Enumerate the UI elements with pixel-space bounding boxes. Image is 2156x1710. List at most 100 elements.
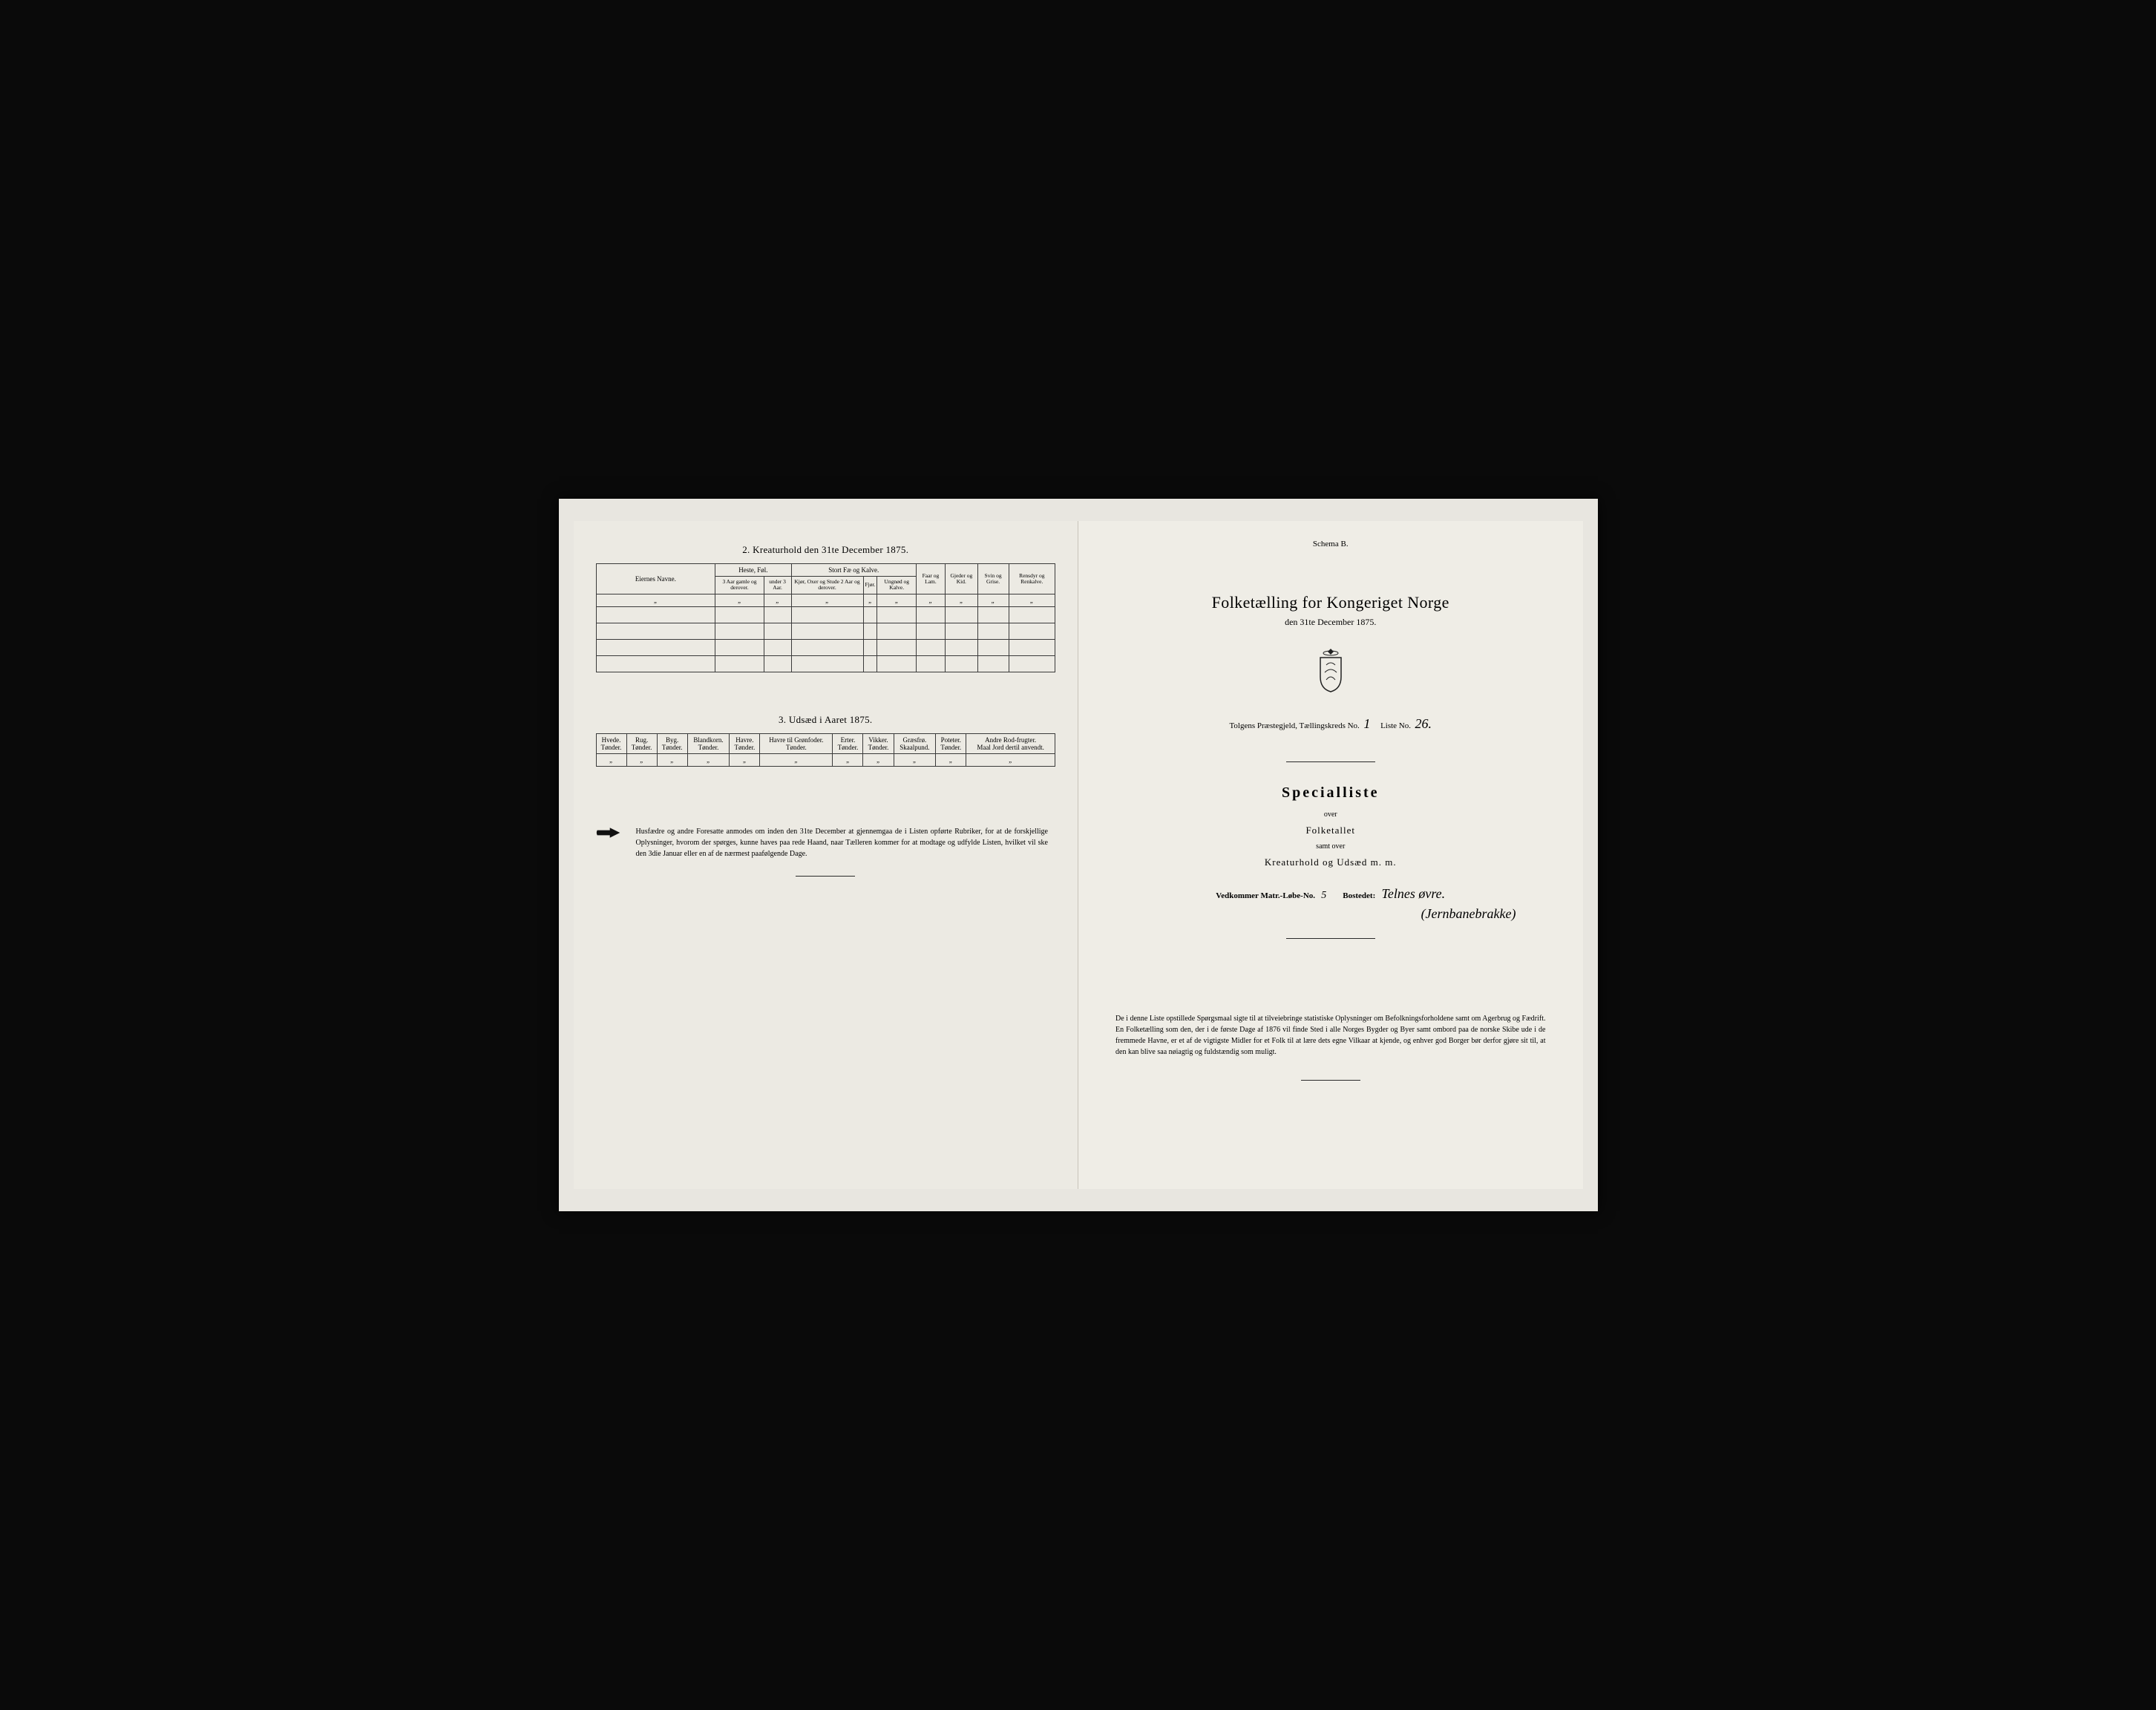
schema-label: Schema B. [1101, 540, 1561, 548]
rule [1286, 938, 1375, 939]
matr-number: 5 [1321, 890, 1326, 901]
hdr: Græsfrø. [896, 736, 934, 744]
col-gjeder: Gjeder og Kid. [945, 564, 977, 594]
cell-ditto: „ [715, 594, 764, 606]
matr-label: Vedkommer Matr.-Løbe-No. [1216, 891, 1315, 900]
cell-ditto: „ [833, 753, 863, 766]
folketallet-label: Folketallet [1101, 825, 1561, 836]
unit: Tønder. [731, 744, 758, 751]
col-graesfro: Græsfrø.Skaalpund. [894, 733, 936, 753]
cell-ditto: „ [596, 753, 626, 766]
liste-number: 26. [1415, 716, 1432, 731]
cell-ditto: „ [863, 753, 894, 766]
table-row [596, 606, 1055, 623]
col-hvede: Hvede.Tønder. [596, 733, 626, 753]
hdr: Havre til Grønfoder. [761, 736, 830, 744]
col-stort-3: Ungnød og Kalve. [877, 577, 916, 594]
cell-ditto: „ [863, 594, 877, 606]
unit: Tønder. [761, 744, 830, 751]
hdr: Andre Rod-frugter. [968, 736, 1053, 744]
col-heste-2: under 3 Aar. [764, 577, 791, 594]
cell-ditto: „ [966, 753, 1055, 766]
bostedet-paren: (Jernbanebrakke) [1421, 906, 1516, 921]
matr-line: Vedkommer Matr.-Løbe-No. 5 Bostedet: Tel… [1101, 886, 1561, 902]
cell-ditto: „ [916, 594, 945, 606]
right-footer-text: De i denne Liste opstillede Spørgsmaal s… [1115, 1013, 1546, 1058]
unit: Tønder. [865, 744, 891, 751]
cell-ditto: „ [1009, 594, 1055, 606]
right-page: Schema B. Folketælling for Kongeriget No… [1078, 521, 1583, 1189]
cell-ditto: „ [687, 753, 730, 766]
unit: Skaalpund. [896, 744, 934, 751]
col-vikker: Vikker.Tønder. [863, 733, 894, 753]
hdr: Poteter. [937, 736, 964, 744]
col-heste-1: 3 Aar gamle og derover. [715, 577, 764, 594]
cell-ditto: „ [877, 594, 916, 606]
section-3-title: 3. Udsæd i Aaret 1875. [596, 714, 1056, 726]
col-poteter: Poteter.Tønder. [936, 733, 966, 753]
section-2-title: 2. Kreaturhold den 31te December 1875. [596, 544, 1056, 556]
cell-ditto: „ [936, 753, 966, 766]
col-rodfrugter: Andre Rod-frugter.Maal Jord dertil anven… [966, 733, 1055, 753]
hdr: Rug. [629, 736, 655, 744]
rule [1301, 1080, 1360, 1081]
cell-ditto: „ [657, 753, 687, 766]
col-byg: Byg.Tønder. [657, 733, 687, 753]
unit: Tønder. [834, 744, 861, 751]
parish-prefix: Tolgens Præstegjeld, Tællingskreds No. [1229, 721, 1359, 730]
table-row [596, 639, 1055, 655]
col-rug: Rug.Tønder. [626, 733, 657, 753]
cell-ditto: „ [791, 594, 863, 606]
table-row [596, 655, 1055, 672]
col-havre-gron: Havre til Grønfoder.Tønder. [760, 733, 833, 753]
bostedet-value: Telnes øvre. [1382, 886, 1446, 901]
document-spread: 2. Kreaturhold den 31te December 1875. E… [574, 521, 1583, 1189]
scan-frame: 2. Kreaturhold den 31te December 1875. E… [559, 499, 1598, 1211]
rule [1286, 761, 1375, 762]
over-label: over [1101, 810, 1561, 819]
specialliste-title: Specialliste [1101, 784, 1561, 802]
rule [796, 876, 855, 877]
hdr: Hvede. [598, 736, 625, 744]
table-row: „ „ „ „ „ „ „ „ „ „ „ [596, 753, 1055, 766]
pointing-hand-icon [596, 826, 621, 859]
unit: Tønder. [598, 744, 625, 751]
col-svin: Svin og Grise. [977, 564, 1009, 594]
unit: Tønder. [659, 744, 686, 751]
col-group-heste: Heste, Føl. [715, 564, 791, 577]
unit: Maal Jord dertil anvendt. [968, 744, 1053, 751]
hdr: Erter. [834, 736, 861, 744]
kreds-number: 1 [1363, 716, 1370, 731]
kreaturhold-table: Eiernes Navne. Heste, Føl. Stort Fæ og K… [596, 563, 1056, 672]
col-group-stort: Stort Fæ og Kalve. [791, 564, 916, 577]
left-footer-text: Husfædre og andre Foresatte anmodes om i… [636, 826, 1049, 859]
liste-label: Liste No. [1380, 721, 1411, 730]
col-faar: Faar og Lam. [916, 564, 945, 594]
col-stort-1: Kjør, Oxer og Stude 2 Aar og derover. [791, 577, 863, 594]
col-eier: Eiernes Navne. [596, 564, 715, 594]
col-havre: Havre.Tønder. [730, 733, 760, 753]
hdr: Byg. [659, 736, 686, 744]
hdr: Havre. [731, 736, 758, 744]
unit: Tønder. [689, 744, 728, 751]
cell-ditto: „ [730, 753, 760, 766]
cell-ditto: „ [764, 594, 791, 606]
table-row: „ „ „ „ „ „ „ „ „ „ [596, 594, 1055, 606]
kreaturhold-body: „ „ „ „ „ „ „ „ „ „ [596, 594, 1055, 672]
bostedet-label: Bostedet: [1343, 891, 1375, 900]
cell-ditto: „ [894, 753, 936, 766]
hdr: Vikker. [865, 736, 891, 744]
left-page: 2. Kreaturhold den 31te December 1875. E… [574, 521, 1079, 1189]
bostedet-value-2: (Jernbanebrakke) [1101, 906, 1561, 922]
col-rensdyr: Rensdyr og Renkalve. [1009, 564, 1055, 594]
col-erter: Erter.Tønder. [833, 733, 863, 753]
col-stort-2: Fjør. [863, 577, 877, 594]
cell-ditto: „ [977, 594, 1009, 606]
unit: Tønder. [937, 744, 964, 751]
col-blandkorn: Blandkorn.Tønder. [687, 733, 730, 753]
cell-ditto: „ [596, 594, 715, 606]
unit: Tønder. [629, 744, 655, 751]
coat-of-arms-icon [1101, 647, 1561, 697]
parish-line: Tolgens Præstegjeld, Tællingskreds No. 1… [1101, 716, 1561, 732]
hdr: Blandkorn. [689, 736, 728, 744]
